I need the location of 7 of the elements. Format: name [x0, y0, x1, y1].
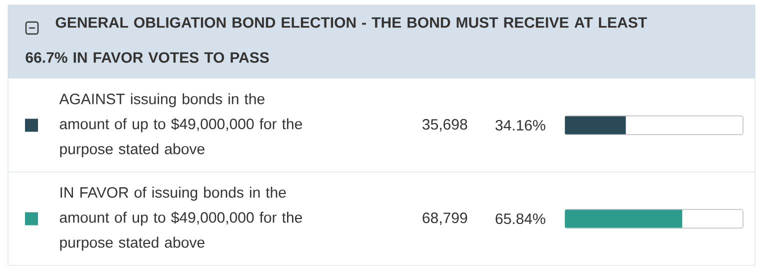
y-tick-label: AGAINST issuing bonds in the amount of up to $49,000,000 for the purpose stated above	[59, 93, 302, 158]
data-label: 34.16%	[496, 120, 546, 131]
data-label: 65.84%	[496, 213, 546, 224]
text: 35,698	[422, 119, 468, 132]
text: 68,799	[422, 212, 468, 225]
y-tick-label: IN FAVOR of issuing bonds in the amount of up to $49,000,000 for the purpose stated above	[60, 186, 302, 251]
chart-title: GENERAL OBLIGATION BOND ELECTION - THE BOND MUST RECEIVE AT LEAST 66.7% IN FAVOR VOTES TO PASS	[26, 17, 647, 63]
